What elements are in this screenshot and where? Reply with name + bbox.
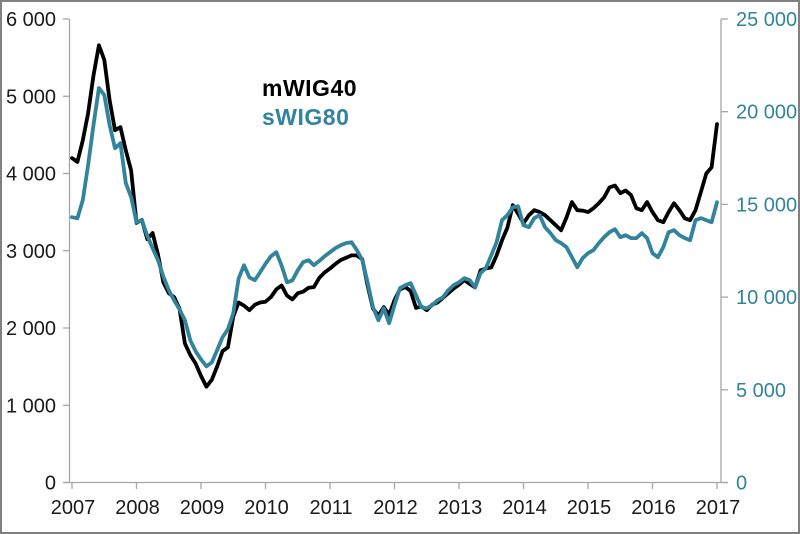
- y-axis-left-tick-label: 3 000: [6, 241, 56, 263]
- y-axis-right-tick-label: 10 000: [736, 287, 797, 309]
- x-axis-tick-label: 2015: [567, 497, 612, 519]
- series-line-swig80: [70, 86, 719, 369]
- legend-item-mwig40: mWIG40: [262, 75, 358, 101]
- legend-item-swig80: sWIG80: [262, 104, 350, 130]
- x-axis-tick-label: 2016: [631, 497, 676, 519]
- y-axis-right-tick-label: 20 000: [736, 102, 797, 124]
- y-axis-left-tick-label: 5 000: [6, 86, 56, 108]
- x-axis-tick-label: 2010: [244, 497, 289, 519]
- y-axis-left-tick-label: 4 000: [6, 164, 56, 186]
- y-axis-right-tick-label: 0: [736, 473, 747, 495]
- x-axis-tick-label: 2017: [696, 497, 741, 519]
- y-axis-left-tick-label: 1 000: [6, 395, 56, 417]
- series-line-mwig40: [70, 43, 719, 389]
- x-axis-tick-label: 2012: [373, 497, 418, 519]
- y-axis-right-tick-label: 25 000: [736, 9, 797, 31]
- y-axis-left-tick-label: 6 000: [6, 9, 56, 31]
- y-axis-left-tick-label: 2 000: [6, 318, 56, 340]
- x-axis-tick-label: 2009: [180, 497, 225, 519]
- x-axis-tick-label: 2011: [309, 497, 352, 519]
- x-axis-tick-label: 2013: [438, 497, 483, 519]
- x-axis-tick-label: 2008: [115, 497, 160, 519]
- y-axis-right-tick-label: 5 000: [736, 380, 786, 402]
- y-axis-left-tick-label: 0: [45, 473, 56, 495]
- chart-legend: mWIG40 sWIG80: [262, 74, 357, 132]
- x-axis-tick-label: 2014: [502, 497, 547, 519]
- y-axis-right-tick-label: 15 000: [736, 194, 797, 216]
- x-axis-tick-label: 2007: [51, 497, 96, 519]
